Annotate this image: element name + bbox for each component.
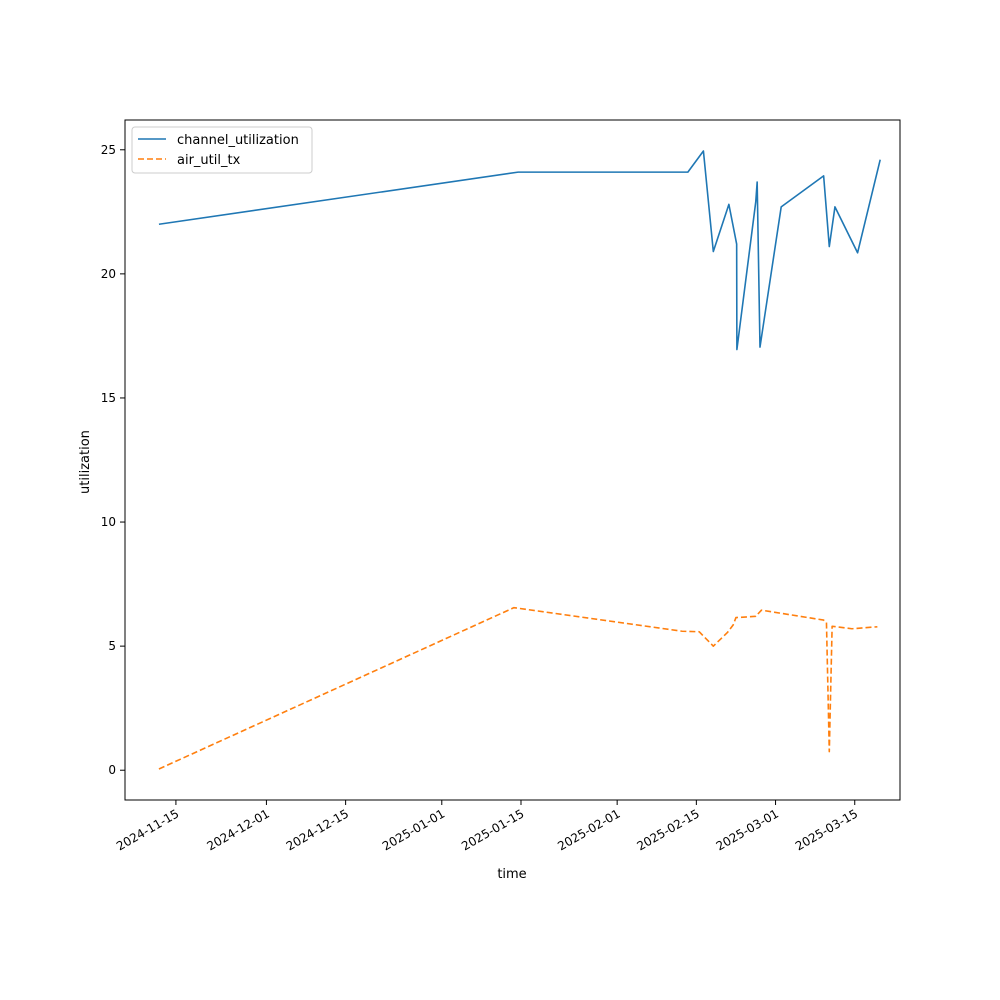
x-tick-label: 2025-01-15 bbox=[459, 806, 526, 853]
series-line-channel-utilization bbox=[158, 150, 881, 351]
y-tick-label: 15 bbox=[101, 391, 116, 405]
y-axis-label: utilization bbox=[78, 430, 93, 494]
legend-frame bbox=[131, 126, 313, 174]
legend-label: channel_utilization bbox=[177, 133, 299, 148]
x-tick-label: 2024-12-01 bbox=[205, 806, 272, 853]
x-axis-label: time bbox=[497, 867, 526, 882]
plot-frame bbox=[124, 119, 901, 801]
x-tick-label: 2025-02-15 bbox=[634, 806, 701, 853]
x-tick-label: 2025-03-15 bbox=[793, 806, 860, 853]
plot-background bbox=[125, 120, 900, 800]
legend-label: air_util_tx bbox=[177, 153, 241, 168]
x-tick-label: 2025-02-01 bbox=[555, 806, 622, 853]
x-tick-label: 2024-12-15 bbox=[284, 806, 351, 853]
y-tick-label: 10 bbox=[101, 515, 116, 529]
series-layer bbox=[158, 150, 881, 770]
x-tick-label: 2025-01-01 bbox=[380, 806, 447, 853]
y-tick-label: 25 bbox=[101, 143, 116, 157]
y-tick-label: 5 bbox=[108, 639, 116, 653]
y-axis: 0 5 10 15 20 25 bbox=[101, 143, 125, 777]
y-tick-label: 20 bbox=[101, 267, 116, 281]
x-tick-label: 2025-03-01 bbox=[714, 806, 781, 853]
y-tick-label: 0 bbox=[108, 763, 116, 777]
x-axis: 2024-11-15 2024-12-01 2024-12-15 2025-01-01… bbox=[114, 800, 860, 853]
legend: channel_utilization air_util_tx bbox=[131, 126, 313, 174]
series-line-air-util-tx bbox=[158, 606, 878, 770]
x-tick-label: 2024-11-15 bbox=[114, 806, 181, 853]
